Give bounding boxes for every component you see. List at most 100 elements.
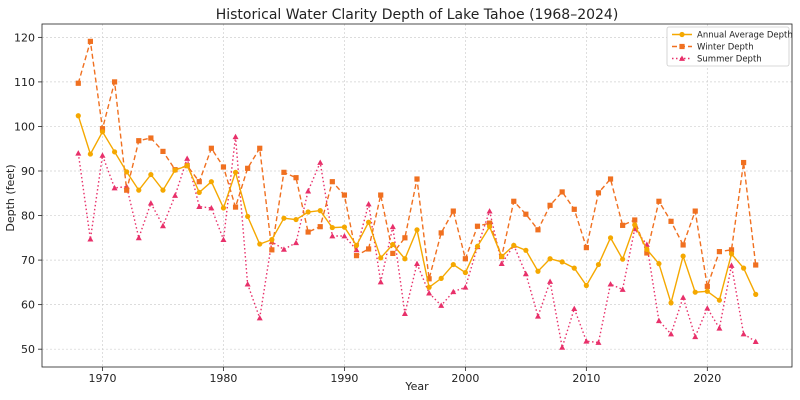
data-point bbox=[402, 235, 408, 241]
data-point bbox=[75, 113, 81, 119]
legend-label: Summer Depth bbox=[697, 55, 762, 65]
data-point bbox=[353, 253, 360, 259]
data-point bbox=[559, 344, 566, 350]
y-axis-label: Depth (feet) bbox=[4, 164, 17, 231]
data-point bbox=[716, 249, 723, 255]
data-point bbox=[280, 246, 287, 252]
x-axis-label: Year bbox=[404, 380, 429, 393]
data-point bbox=[172, 192, 179, 198]
data-point bbox=[499, 253, 505, 260]
data-point bbox=[426, 290, 433, 296]
data-point bbox=[256, 315, 263, 321]
data-point bbox=[620, 256, 626, 262]
data-point bbox=[160, 148, 166, 154]
data-point bbox=[75, 80, 81, 86]
y-tick-label: 80 bbox=[21, 210, 35, 223]
data-point bbox=[511, 198, 517, 204]
data-point bbox=[148, 171, 154, 178]
data-point bbox=[607, 235, 614, 241]
data-point bbox=[99, 152, 106, 158]
series-line bbox=[77, 115, 757, 306]
data-point bbox=[353, 242, 360, 248]
data-point bbox=[752, 338, 759, 345]
data-point bbox=[111, 79, 118, 85]
legend-marker bbox=[679, 31, 685, 38]
data-point bbox=[160, 187, 166, 193]
data-point bbox=[124, 169, 130, 175]
data-point bbox=[245, 213, 251, 220]
data-point bbox=[522, 270, 529, 277]
data-point bbox=[632, 217, 638, 223]
data-point bbox=[366, 246, 372, 252]
x-tick-label: 1980 bbox=[209, 372, 237, 385]
data-point bbox=[704, 283, 710, 289]
data-point bbox=[655, 317, 662, 324]
y-tick-label: 110 bbox=[14, 76, 35, 89]
legend-entry: Summer Depth bbox=[672, 55, 762, 65]
data-point bbox=[644, 246, 650, 252]
legend-marker bbox=[679, 43, 685, 50]
y-tick-label: 90 bbox=[21, 165, 35, 178]
data-point bbox=[692, 333, 699, 340]
data-point bbox=[269, 237, 275, 243]
data-point bbox=[656, 198, 662, 204]
data-point bbox=[293, 175, 299, 181]
y-tick-label: 100 bbox=[14, 120, 35, 133]
data-point bbox=[257, 241, 263, 247]
data-point bbox=[293, 216, 299, 223]
data-point bbox=[377, 278, 384, 285]
data-point bbox=[401, 310, 408, 316]
data-point bbox=[135, 234, 142, 241]
x-tick-label: 2010 bbox=[572, 372, 600, 385]
data-point bbox=[668, 331, 675, 337]
data-point bbox=[486, 224, 493, 230]
data-point bbox=[208, 179, 214, 185]
y-tick-label: 50 bbox=[21, 343, 35, 356]
data-point bbox=[281, 169, 287, 175]
data-point bbox=[595, 190, 602, 196]
data-point bbox=[329, 179, 335, 185]
series-summer-depth bbox=[75, 133, 759, 350]
data-point bbox=[498, 260, 505, 267]
data-point bbox=[196, 189, 202, 195]
data-point bbox=[438, 302, 445, 308]
data-point bbox=[317, 159, 324, 165]
data-point bbox=[534, 313, 541, 319]
data-point bbox=[111, 184, 118, 191]
data-point bbox=[414, 227, 420, 233]
data-point bbox=[147, 200, 154, 206]
data-point bbox=[148, 135, 154, 141]
data-point bbox=[728, 262, 735, 268]
data-point bbox=[535, 268, 541, 274]
data-point bbox=[438, 275, 444, 281]
axis-ticks: 1970 1980 1990 2000 2010 2020 50 60 70 80 90 100 110… bbox=[14, 31, 721, 385]
data-point bbox=[559, 189, 565, 195]
data-point bbox=[196, 179, 202, 185]
data-point bbox=[607, 176, 614, 182]
data-point bbox=[583, 282, 589, 289]
y-tick-label: 120 bbox=[14, 31, 35, 44]
data-point bbox=[124, 187, 130, 193]
data-point bbox=[99, 129, 106, 135]
data-point bbox=[728, 251, 735, 257]
data-point bbox=[87, 151, 93, 157]
data-point bbox=[341, 233, 348, 239]
data-point bbox=[317, 208, 323, 214]
legend-label: Winter Depth bbox=[697, 43, 754, 53]
data-point bbox=[159, 222, 166, 229]
data-point bbox=[571, 265, 577, 271]
data-point bbox=[378, 255, 384, 261]
data-point bbox=[87, 236, 94, 242]
data-point bbox=[692, 289, 698, 295]
data-point bbox=[172, 167, 178, 173]
data-point bbox=[426, 276, 432, 282]
data-point bbox=[523, 247, 529, 253]
data-point bbox=[595, 339, 602, 345]
data-point bbox=[365, 200, 372, 207]
data-point bbox=[644, 250, 650, 256]
data-point bbox=[244, 281, 251, 287]
legend: Annual Average Depth Winter Depth Summer D… bbox=[666, 26, 793, 67]
data-point bbox=[741, 265, 747, 271]
data-point bbox=[620, 222, 626, 228]
data-point bbox=[414, 260, 420, 267]
